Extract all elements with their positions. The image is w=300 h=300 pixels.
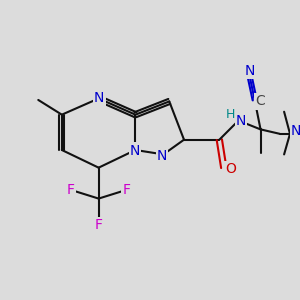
Text: N: N <box>291 124 300 139</box>
Text: F: F <box>94 218 103 232</box>
Text: N: N <box>130 144 140 158</box>
Text: F: F <box>123 183 130 197</box>
Text: N: N <box>157 149 167 163</box>
Text: N: N <box>244 64 255 77</box>
Text: F: F <box>67 183 75 197</box>
Text: H: H <box>226 108 235 121</box>
Text: N: N <box>236 114 246 128</box>
Text: C: C <box>255 94 265 108</box>
Text: N: N <box>94 91 104 105</box>
Text: O: O <box>225 162 236 176</box>
